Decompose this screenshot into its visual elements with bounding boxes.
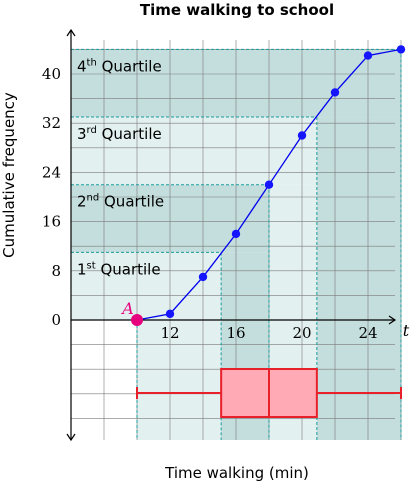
data-point xyxy=(297,131,307,140)
y-tick-label: 0 xyxy=(51,311,61,329)
x-axis-arrow xyxy=(388,315,397,325)
chart-title: Time walking to school xyxy=(140,1,334,19)
x-tick-label: 16 xyxy=(226,324,245,342)
data-point xyxy=(264,180,274,189)
x-variable-label: t xyxy=(403,321,410,340)
quartile-label-1: 1st Quartile xyxy=(77,260,161,278)
x-axis-label: Time walking (min) xyxy=(164,464,309,482)
data-point xyxy=(165,309,175,319)
highlight-point xyxy=(131,314,143,326)
axes xyxy=(66,28,397,442)
quartile-column-1 xyxy=(137,320,222,440)
box-plot xyxy=(136,368,402,418)
x-tick-label: 12 xyxy=(160,324,179,342)
cumulative-curve: A xyxy=(120,45,406,326)
quartile-shading xyxy=(71,49,401,441)
quartile-label-2: 2nd Quartile xyxy=(77,193,164,211)
y-tick-label: 16 xyxy=(42,213,61,231)
x-tick-label: 20 xyxy=(292,324,311,342)
y-tick-label: 40 xyxy=(42,65,61,83)
data-point xyxy=(396,45,406,54)
data-point xyxy=(231,229,241,239)
quartile-label-4: 4th Quartile xyxy=(77,57,162,75)
highlight-point-label: A xyxy=(120,299,134,318)
y-tick-label: 32 xyxy=(42,114,61,132)
quartile-column-4 xyxy=(316,117,401,441)
x-tick-label: 24 xyxy=(358,324,377,342)
y-tick-label: 8 xyxy=(51,262,61,280)
y-axis-arrow-up xyxy=(66,28,76,37)
tick-labels: 12 16 20 24 0 8 16 24 32 40 xyxy=(42,65,378,342)
quartile-band-1 xyxy=(71,252,222,320)
data-point xyxy=(330,88,340,97)
y-axis-label: Cumulative frequency xyxy=(0,92,18,258)
quartile-labels: 1st Quartile 2nd Quartile 3rd Quartile 4th … xyxy=(77,57,164,278)
quartile-label-3: 3rd Quartile xyxy=(77,125,162,143)
y-axis-arrow-down xyxy=(66,433,76,442)
y-tick-label: 24 xyxy=(42,163,61,181)
data-point xyxy=(363,51,373,60)
data-point xyxy=(198,272,208,282)
